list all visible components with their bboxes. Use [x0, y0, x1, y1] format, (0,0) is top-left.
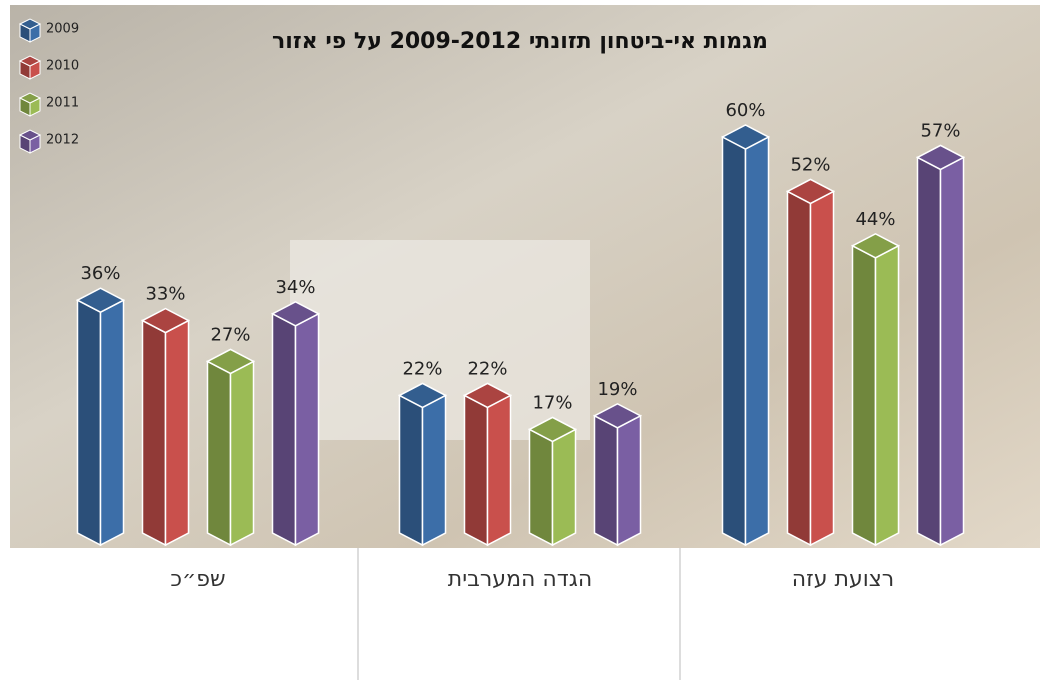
- legend-icon: [18, 129, 42, 154]
- bar: [397, 382, 448, 547]
- bar-top-face: [720, 124, 771, 150]
- bar-top-face: [915, 144, 966, 171]
- bar-top-face: [397, 382, 448, 409]
- x-tick-label: שפ״כ: [170, 567, 225, 592]
- bar-top-face: [270, 300, 321, 327]
- x-tick-label: רצועת עזה: [792, 567, 894, 592]
- bar: [75, 287, 126, 547]
- bar: [720, 124, 771, 547]
- value-label: 60%: [725, 100, 765, 121]
- bar-right-face: [551, 428, 577, 547]
- bar-right-face: [486, 394, 512, 547]
- value-label: 34%: [275, 277, 315, 298]
- bar: [205, 348, 256, 547]
- bar-left-face: [76, 298, 102, 547]
- legend-icon: [18, 92, 42, 117]
- bar-left-face: [206, 360, 232, 547]
- bar-left-face: [463, 394, 489, 547]
- legend-label: 2011: [46, 96, 79, 111]
- bar-left-face: [786, 190, 812, 547]
- value-label: 19%: [597, 379, 637, 400]
- bar-top-face: [527, 416, 578, 443]
- bar-top-face: [462, 382, 513, 409]
- bar-left-face: [141, 319, 167, 547]
- legend-label: 2010: [46, 59, 79, 74]
- value-label: 57%: [920, 120, 960, 141]
- bar-right-face: [939, 156, 965, 547]
- bar-left-face: [916, 156, 942, 547]
- value-label: 33%: [145, 284, 185, 305]
- legend-top: [18, 18, 42, 30]
- bar-top-face: [75, 287, 126, 314]
- bar-right-face: [616, 414, 642, 547]
- bar: [850, 232, 901, 547]
- bar-left-face: [271, 312, 297, 547]
- bar-top-face: [785, 178, 836, 205]
- value-label: 27%: [210, 324, 250, 345]
- legend-top: [18, 55, 42, 67]
- legend-label: 2009: [46, 22, 79, 37]
- chart-title: מגמות אי-ביטחון תזונתי 2009-2012 על פי א…: [272, 29, 768, 54]
- bar-left-face: [398, 394, 424, 547]
- bar-top-face: [592, 402, 643, 429]
- bar-left-face: [528, 428, 554, 547]
- x-tick-label: הגדה המערבית: [448, 567, 592, 592]
- bar-right-face: [294, 312, 320, 547]
- bar-left-face: [851, 244, 877, 547]
- bar: [527, 416, 578, 547]
- legend-top: [18, 92, 42, 104]
- bar-top-face: [205, 348, 256, 375]
- bar: [270, 300, 321, 547]
- bar-top-face: [850, 232, 901, 259]
- legend-top: [18, 129, 42, 141]
- bar: [592, 402, 643, 547]
- value-label: 22%: [402, 358, 442, 379]
- bar-right-face: [99, 298, 125, 547]
- legend-label: 2012: [46, 133, 79, 148]
- legend-icon: [18, 18, 42, 43]
- bar-top-face: [140, 307, 191, 334]
- bar: [915, 144, 966, 547]
- bar-right-face: [421, 394, 447, 547]
- bar-left-face: [593, 414, 619, 547]
- bar-right-face: [744, 135, 770, 547]
- bar: [462, 382, 513, 547]
- legend-icon: [18, 55, 42, 80]
- bar-left-face: [721, 135, 747, 547]
- value-label: 17%: [532, 392, 572, 413]
- bar-right-face: [164, 319, 190, 547]
- value-label: 52%: [790, 154, 830, 175]
- bar-right-face: [809, 190, 835, 547]
- value-label: 22%: [467, 358, 507, 379]
- bar: [785, 178, 836, 547]
- value-label: 44%: [855, 209, 895, 230]
- bar-right-face: [229, 360, 255, 547]
- value-label: 36%: [80, 263, 120, 284]
- bar: [140, 307, 191, 547]
- bar-right-face: [874, 244, 900, 547]
